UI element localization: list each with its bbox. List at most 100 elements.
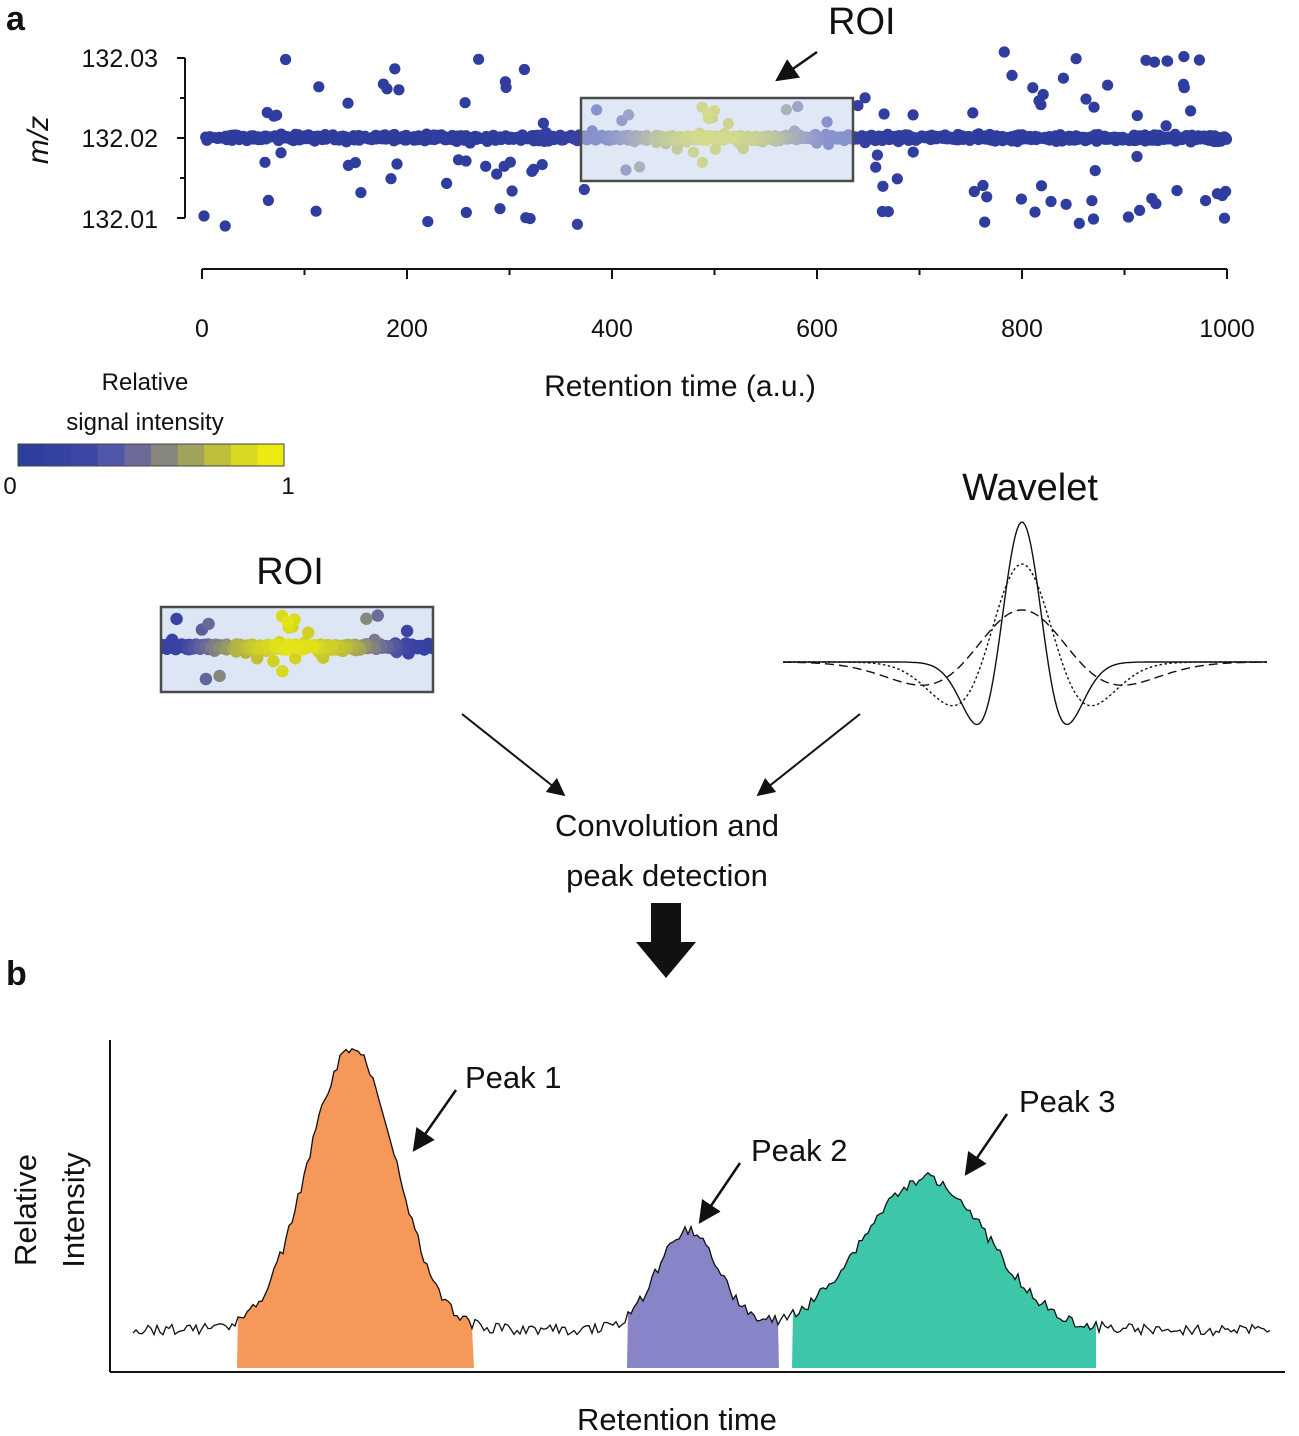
peak-2-area [627, 1226, 779, 1368]
wavelet-to-convolution-arrow [756, 713, 861, 797]
scatter-point [852, 100, 864, 112]
peak-1-label: Peak 1 [465, 1060, 562, 1095]
peak-2-arrow [698, 1162, 742, 1224]
scatter-point [907, 109, 919, 121]
roi-zoom-point [400, 624, 414, 638]
roi-zoom-point [213, 669, 226, 683]
colorbar-swatch [204, 444, 232, 466]
scatter-point [506, 185, 518, 197]
colorbar-swatch [18, 444, 46, 466]
scatter-point [1140, 54, 1152, 66]
scatter-point [385, 173, 397, 185]
roi-zoom-frame [159, 605, 435, 694]
scatter-point [1177, 78, 1190, 90]
scatter-point [1088, 101, 1100, 113]
scatter-point [1102, 79, 1114, 91]
roi-label-middle: ROI [256, 551, 324, 593]
scatter-point [491, 168, 503, 180]
scatter-point [275, 147, 287, 159]
scatter-point [1185, 105, 1197, 117]
chromatogram-trace [132, 1047, 1271, 1337]
scatter-point [1006, 69, 1018, 81]
colorbar-title-line1: Relative [102, 369, 189, 396]
panel-b-y-title-line1: Relative [8, 1154, 43, 1266]
colorbar-min-label: 0 [3, 473, 16, 500]
scatter-point [1080, 93, 1092, 105]
scatter-point [1045, 195, 1057, 208]
colorbar-swatch [71, 444, 99, 466]
scatter-point [219, 220, 231, 232]
roi-zoom-point [360, 612, 373, 625]
peak-3-label: Peak 3 [1019, 1084, 1116, 1119]
scatter-point [877, 180, 889, 192]
wavelet-curves [783, 521, 1267, 726]
panel-b-y-title-line2: Intensity [56, 1152, 91, 1268]
scatter-point [198, 210, 210, 222]
scatter-point [537, 117, 550, 129]
scatter-point [1073, 217, 1085, 229]
big-down-arrow [636, 903, 696, 978]
colorbar-legend: Relative signal intensity 0 1 [3, 369, 294, 500]
x-tick-label: 1000 [1199, 315, 1255, 343]
wavelet-label: Wavelet [962, 467, 1098, 509]
scatter-point [355, 187, 367, 199]
wavelet-curve [783, 563, 1267, 707]
x-ticks: 0 200 400 600 800 1000 [195, 269, 1255, 343]
scatter-point [262, 194, 274, 206]
wavelet-curve [783, 521, 1267, 726]
roi-zoom-point [170, 612, 183, 626]
scatter-point [391, 158, 403, 170]
scatter-point [280, 53, 292, 66]
scatter-point [1200, 195, 1212, 207]
scatter-point [500, 81, 512, 93]
scatter-point [1148, 56, 1161, 68]
colorbar-swatch [230, 444, 258, 466]
scatter-point [571, 218, 584, 230]
peak-3-area [792, 1172, 1096, 1368]
scatter-point [1122, 211, 1134, 223]
scatter-point [527, 163, 540, 175]
y-tick-label: 132.01 [82, 206, 158, 234]
scatter-point [1161, 55, 1173, 67]
x-tick-label: 200 [386, 315, 428, 343]
scatter-point [876, 205, 889, 218]
roi-zoom-point [202, 617, 215, 631]
scatter-point [1193, 54, 1205, 66]
roi-arrow [775, 50, 818, 82]
scatter-point [968, 185, 980, 198]
roi-box [579, 96, 855, 183]
colorbar-swatch [151, 444, 179, 466]
scatter-point [578, 183, 590, 196]
x-tick-label: 600 [796, 315, 838, 343]
colorbar-swatch [44, 444, 72, 466]
x-tick-label: 400 [591, 315, 633, 343]
scatter-point [393, 84, 405, 96]
scatter-point [1131, 110, 1143, 122]
wavelet-curve [783, 609, 1267, 686]
scatter-point [441, 177, 453, 189]
scatter-point [871, 149, 884, 161]
colorbar-frame [17, 443, 285, 467]
scatter-point [313, 81, 325, 93]
colorbar-max-label: 1 [281, 473, 294, 500]
panel-b-chromatogram: Relative Intensity Retention time Peak 1… [8, 1040, 1285, 1436]
scatter-point [460, 155, 472, 167]
roi-zoom-point [326, 639, 339, 652]
roi-zoom-point [281, 616, 294, 629]
roi-zoom-points [161, 609, 433, 686]
peak-areas [237, 1048, 1096, 1368]
scatter-point [1027, 82, 1039, 94]
scatter-point [1070, 53, 1082, 65]
scatter-point [1087, 213, 1100, 225]
scatter-point [998, 46, 1010, 58]
roi-zoom-point [302, 626, 315, 639]
scatter-point [1015, 193, 1027, 205]
panel-b-x-title: Retention time [577, 1402, 777, 1436]
scatter-point [1060, 198, 1072, 210]
colorbar-swatch [177, 444, 205, 466]
y-tick-label: 132.03 [82, 45, 158, 73]
scatter-point [878, 108, 890, 120]
scatter-point [1057, 72, 1069, 84]
scatter-point [859, 92, 871, 104]
scatter-point [1033, 95, 1045, 107]
